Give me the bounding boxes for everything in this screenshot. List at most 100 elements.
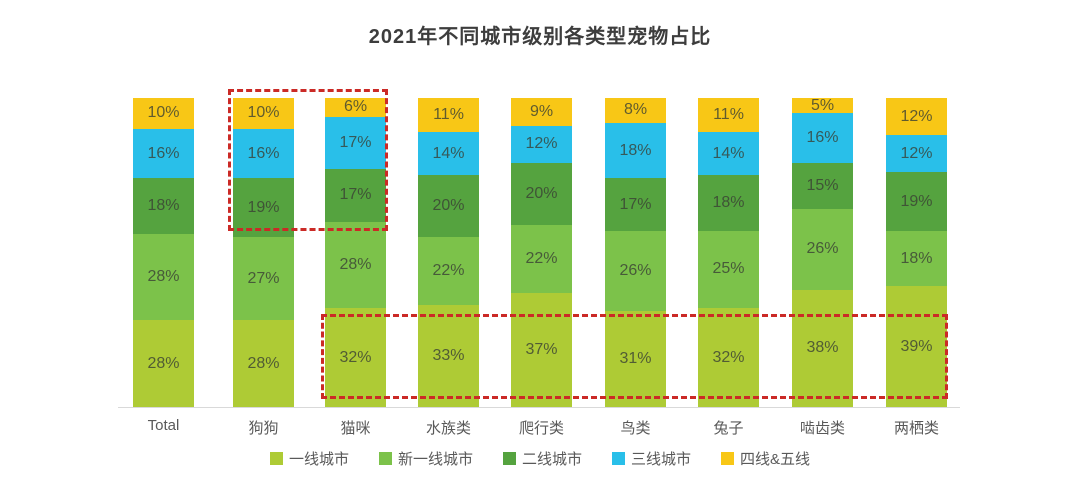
legend-swatch-icon	[269, 452, 283, 465]
segment-value-label: 11%	[433, 105, 464, 123]
segment-value-label: 17%	[339, 133, 372, 151]
segment-value-label: 14%	[712, 144, 745, 162]
segment-value-label: 18%	[619, 141, 652, 159]
bar-segment-狗狗-三线城市: 16%	[233, 128, 294, 179]
bar-segment-爬行类-二线城市: 20%	[511, 162, 572, 225]
legend: 一线城市 新一线城市 二线城市 三线城市 四线&五线	[0, 448, 1080, 469]
bar-segment-猫咪-二线城市: 17%	[325, 169, 386, 222]
bar-segment-兔子-三线城市: 14%	[698, 131, 759, 176]
segment-value-label: 15%	[806, 177, 839, 195]
segment-value-label: 19%	[247, 198, 280, 216]
bar-segment-两栖类-四线&五线: 12%	[886, 98, 947, 136]
segment-value-label: 22%	[432, 262, 465, 280]
bar-segment-水族类-一线城市: 33%	[418, 305, 479, 407]
x-axis-label-兔子: 兔子	[713, 420, 744, 437]
segment-value-label: 25%	[712, 260, 745, 278]
segment-value-label: 17%	[339, 186, 372, 204]
segment-value-label: 16%	[247, 144, 280, 162]
bar-segment-Total-四线&五线: 10%	[133, 98, 194, 129]
bar-segment-啮齿类-三线城市: 16%	[792, 113, 853, 163]
bar-segment-Total-新一线城市: 28%	[133, 233, 194, 321]
legend-item-三线城市: 三线城市	[612, 448, 691, 469]
segment-value-label: 9%	[529, 102, 554, 120]
bar-segment-Total-三线城市: 16%	[133, 128, 194, 179]
x-axis-label-猫咪: 猫咪	[340, 420, 371, 437]
segment-value-label: 19%	[900, 192, 933, 210]
bar-segment-兔子-四线&五线: 11%	[698, 98, 759, 132]
bar-segment-水族类-新一线城市: 22%	[418, 237, 479, 306]
bar-segment-爬行类-三线城市: 12%	[511, 125, 572, 163]
segment-value-label: 31%	[619, 350, 652, 368]
x-axis-label-爬行类: 爬行类	[518, 420, 564, 437]
bar-segment-鸟类-一线城市: 31%	[605, 311, 666, 407]
segment-value-label: 10%	[147, 104, 180, 122]
x-axis-label-狗狗: 狗狗	[248, 420, 279, 437]
chart-title: 2021年不同城市级别各类型宠物占比	[368, 26, 712, 48]
segment-value-label: 28%	[147, 268, 180, 286]
segment-value-label: 26%	[619, 262, 652, 280]
bar-segment-啮齿类-四线&五线: 5%	[792, 96, 853, 114]
segment-value-label: 20%	[432, 197, 465, 215]
x-axis-label-水族类: 水族类	[425, 420, 471, 437]
segment-value-label: 28%	[247, 354, 280, 372]
segment-value-label: 38%	[806, 339, 839, 357]
segment-value-label: 16%	[806, 129, 839, 147]
bar-segment-鸟类-四线&五线: 8%	[605, 98, 666, 123]
x-axis-label-两栖类: 两栖类	[893, 420, 939, 437]
segment-value-label: 18%	[147, 197, 180, 215]
segment-value-label: 32%	[712, 348, 745, 366]
bar-segment-啮齿类-新一线城市: 26%	[792, 209, 853, 290]
bar-segment-猫咪-四线&五线: 6%	[325, 98, 386, 117]
bar-segment-鸟类-新一线城市: 26%	[605, 230, 666, 312]
segment-value-label: 22%	[525, 249, 558, 267]
legend-swatch-icon	[502, 452, 516, 465]
segment-value-label: 18%	[900, 249, 933, 267]
bar-segment-狗狗-一线城市: 28%	[233, 320, 294, 407]
x-axis-line	[118, 407, 960, 408]
segment-value-label: 26%	[806, 240, 839, 258]
bar-segment-啮齿类-一线城市: 38%	[792, 289, 853, 407]
segment-value-label: 28%	[147, 354, 180, 372]
bar-segment-爬行类-新一线城市: 22%	[511, 224, 572, 293]
bar-segment-水族类-二线城市: 20%	[418, 175, 479, 238]
bar-segment-两栖类-三线城市: 12%	[886, 135, 947, 173]
legend-swatch-icon	[612, 452, 625, 465]
bar-segment-水族类-四线&五线: 11%	[418, 98, 479, 132]
bar-segment-两栖类-新一线城市: 18%	[886, 230, 947, 287]
bar-segment-爬行类-四线&五线: 9%	[511, 98, 572, 126]
bar-segment-狗狗-新一线城市: 27%	[233, 237, 294, 321]
bar-segment-兔子-一线城市: 32%	[698, 308, 759, 407]
segment-value-label: 18%	[712, 194, 745, 212]
segment-value-label: 32%	[339, 348, 372, 366]
segment-value-label: 33%	[432, 347, 465, 364]
legend-label: 新一线城市	[397, 451, 473, 468]
legend-label: 三线城市	[631, 451, 692, 468]
segment-value-label: 37%	[525, 340, 558, 358]
segment-value-label: 6%	[343, 98, 368, 116]
bar-segment-两栖类-二线城市: 19%	[886, 172, 947, 231]
segment-value-label: 12%	[900, 107, 933, 125]
segment-value-label: 10%	[247, 104, 280, 122]
segment-value-label: 20%	[525, 184, 558, 202]
bar-segment-猫咪-三线城市: 17%	[325, 116, 386, 170]
legend-swatch-icon	[378, 452, 392, 465]
segment-value-label: 8%	[623, 101, 648, 119]
segment-value-label: 5%	[810, 96, 835, 114]
bar-segment-猫咪-一线城市: 32%	[325, 308, 386, 407]
bar-segment-狗狗-二线城市: 19%	[233, 178, 294, 238]
segment-value-label: 11%	[713, 105, 744, 123]
x-axis-label-Total: Total	[147, 417, 180, 434]
segment-value-label: 27%	[247, 269, 280, 287]
segment-value-label: 12%	[900, 144, 933, 162]
segment-value-label: 14%	[432, 144, 465, 162]
segment-value-label: 39%	[900, 337, 933, 355]
legend-item-二线城市: 二线城市	[502, 448, 582, 469]
bar-segment-猫咪-新一线城市: 28%	[325, 221, 386, 309]
legend-label: 一线城市	[288, 451, 349, 468]
x-axis-label-啮齿类: 啮齿类	[799, 420, 845, 437]
bar-segment-兔子-二线城市: 18%	[698, 175, 759, 231]
bar-segment-鸟类-三线城市: 18%	[605, 122, 666, 179]
bar-segment-Total-一线城市: 28%	[133, 320, 194, 407]
